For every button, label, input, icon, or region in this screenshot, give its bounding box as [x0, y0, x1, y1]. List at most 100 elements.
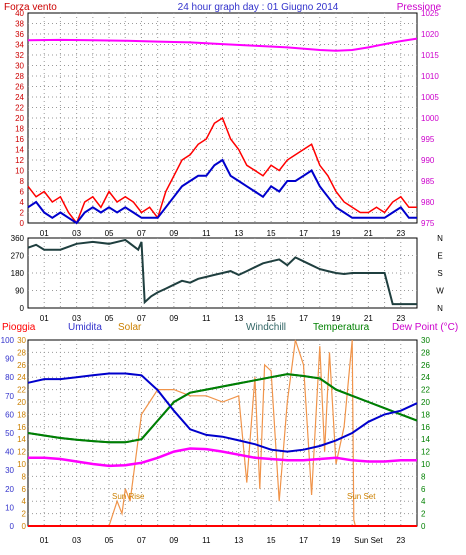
pressure-y-tick: 1015: [421, 51, 439, 60]
solar-y-tick: 30: [17, 336, 26, 345]
solar-y-tick: 12: [17, 448, 26, 457]
wind-x-tick: 15: [267, 229, 276, 238]
environment-panel: 0102030405060708090100024681012141618202…: [1, 336, 431, 545]
temperature-y-tick: 22: [421, 386, 430, 395]
environment-x-tick: 03: [72, 536, 81, 545]
solar-y-tick: 10: [17, 460, 26, 469]
pressure-y-tick: 990: [421, 156, 435, 165]
temperature-y-tick: 16: [421, 423, 430, 432]
humidity-y-tick: 0: [10, 522, 15, 531]
environment-x-tick: 07: [137, 536, 146, 545]
direction-x-tick: 17: [299, 314, 308, 323]
wind-avg-line: [27, 158, 417, 225]
pressure-y-tick: 1020: [421, 30, 439, 39]
pressure-y-tick: 1000: [421, 114, 439, 123]
wind-x-tick: 19: [332, 229, 341, 238]
wind-y-tick: 16: [15, 135, 24, 144]
sun-rise-annotation: Sun Rise: [112, 492, 145, 501]
environment-x-tick: 05: [105, 536, 114, 545]
wind-force-label: Forza vento: [4, 2, 57, 13]
solar-y-tick: 14: [17, 435, 26, 444]
compass-tick: N: [437, 304, 443, 313]
humidity-y-tick: 40: [5, 448, 14, 457]
wind-y-tick: 0: [20, 219, 25, 228]
legend-windchill: Windchill: [246, 322, 286, 333]
solar-y-tick: 20: [17, 398, 26, 407]
temperature-y-tick: 4: [421, 497, 426, 506]
wind-y-tick: 8: [20, 177, 25, 186]
wind-y-tick: 34: [15, 41, 24, 50]
wind-panel-grid: [28, 13, 417, 223]
environment-x-tick: Sun Set: [354, 536, 383, 545]
wind-gust-line: [27, 116, 417, 225]
temperature-y-tick: 20: [421, 398, 430, 407]
temperature-y-tick: 0: [421, 522, 426, 531]
wind-x-tick: 01: [40, 229, 49, 238]
temperature-y-tick: 18: [421, 410, 430, 419]
wind-y-tick: 28: [15, 72, 24, 81]
pressure-y-tick: 975: [421, 219, 435, 228]
direction-x-tick: 19: [332, 314, 341, 323]
pressure-label: Pressione: [397, 2, 442, 13]
compass-tick: E: [437, 252, 442, 261]
wind-x-tick: 21: [364, 229, 373, 238]
temperature-y-tick: 6: [421, 485, 426, 494]
wind-x-tick: 17: [299, 229, 308, 238]
environment-x-tick: 17: [299, 536, 308, 545]
solar-line: [28, 339, 417, 527]
solar-y-tick: 2: [22, 510, 27, 519]
sun-set-annotation: Sun Set: [347, 492, 376, 501]
direction-y-tick: 270: [11, 252, 25, 261]
humidity-y-tick: 70: [5, 392, 14, 401]
wind-y-tick: 32: [15, 51, 24, 60]
temperature-y-tick: 10: [421, 460, 430, 469]
direction-x-tick: 01: [40, 314, 49, 323]
solar-y-tick: 24: [17, 373, 26, 382]
direction-x-tick: 21: [364, 314, 373, 323]
direction-x-tick: 15: [267, 314, 276, 323]
wind-x-tick: 05: [105, 229, 114, 238]
wind-x-tick: 03: [72, 229, 81, 238]
pressure-y-tick: 995: [421, 135, 435, 144]
solar-y-tick: 28: [17, 348, 26, 357]
temperature-y-tick: 12: [421, 448, 430, 457]
pressure-line: [27, 37, 418, 52]
pressure-y-tick: 980: [421, 198, 435, 207]
direction-y-tick: 360: [11, 234, 25, 243]
temperature-y-tick: 30: [421, 336, 430, 345]
wind-x-tick: 07: [137, 229, 146, 238]
wind-y-tick: 14: [15, 146, 24, 155]
dewpoint-line: [28, 447, 417, 468]
humidity-y-tick: 90: [5, 355, 14, 364]
temperature-y-tick: 26: [421, 361, 430, 370]
direction-y-tick: 0: [20, 304, 25, 313]
temperature-line: [27, 373, 418, 444]
direction-x-tick: 11: [202, 314, 211, 323]
wind-x-tick: 13: [234, 229, 243, 238]
pressure-y-tick: 1010: [421, 72, 439, 81]
environment-x-tick: 11: [202, 536, 211, 545]
environment-x-tick: 09: [169, 536, 178, 545]
humidity-y-tick: 30: [5, 466, 14, 475]
compass-tick: W: [436, 287, 444, 296]
direction-x-tick: 09: [169, 314, 178, 323]
direction-x-tick: 13: [234, 314, 243, 323]
solar-y-tick: 18: [17, 410, 26, 419]
solar-y-tick: 4: [22, 497, 27, 506]
temperature-y-tick: 2: [421, 510, 426, 519]
wind-x-tick: 09: [169, 229, 178, 238]
wind-y-tick: 22: [15, 104, 24, 113]
wind-y-tick: 6: [20, 188, 25, 197]
compass-tick: S: [437, 269, 442, 278]
solar-y-tick: 6: [22, 485, 27, 494]
legend-dewpoint: Dew Point (°C): [392, 322, 458, 333]
environment-x-tick: 23: [396, 536, 405, 545]
humidity-y-tick: 80: [5, 373, 14, 382]
wind-x-tick: 11: [202, 229, 211, 238]
temperature-y-tick: 24: [421, 373, 430, 382]
humidity-y-tick: 10: [5, 503, 14, 512]
wind-y-tick: 30: [15, 62, 24, 71]
